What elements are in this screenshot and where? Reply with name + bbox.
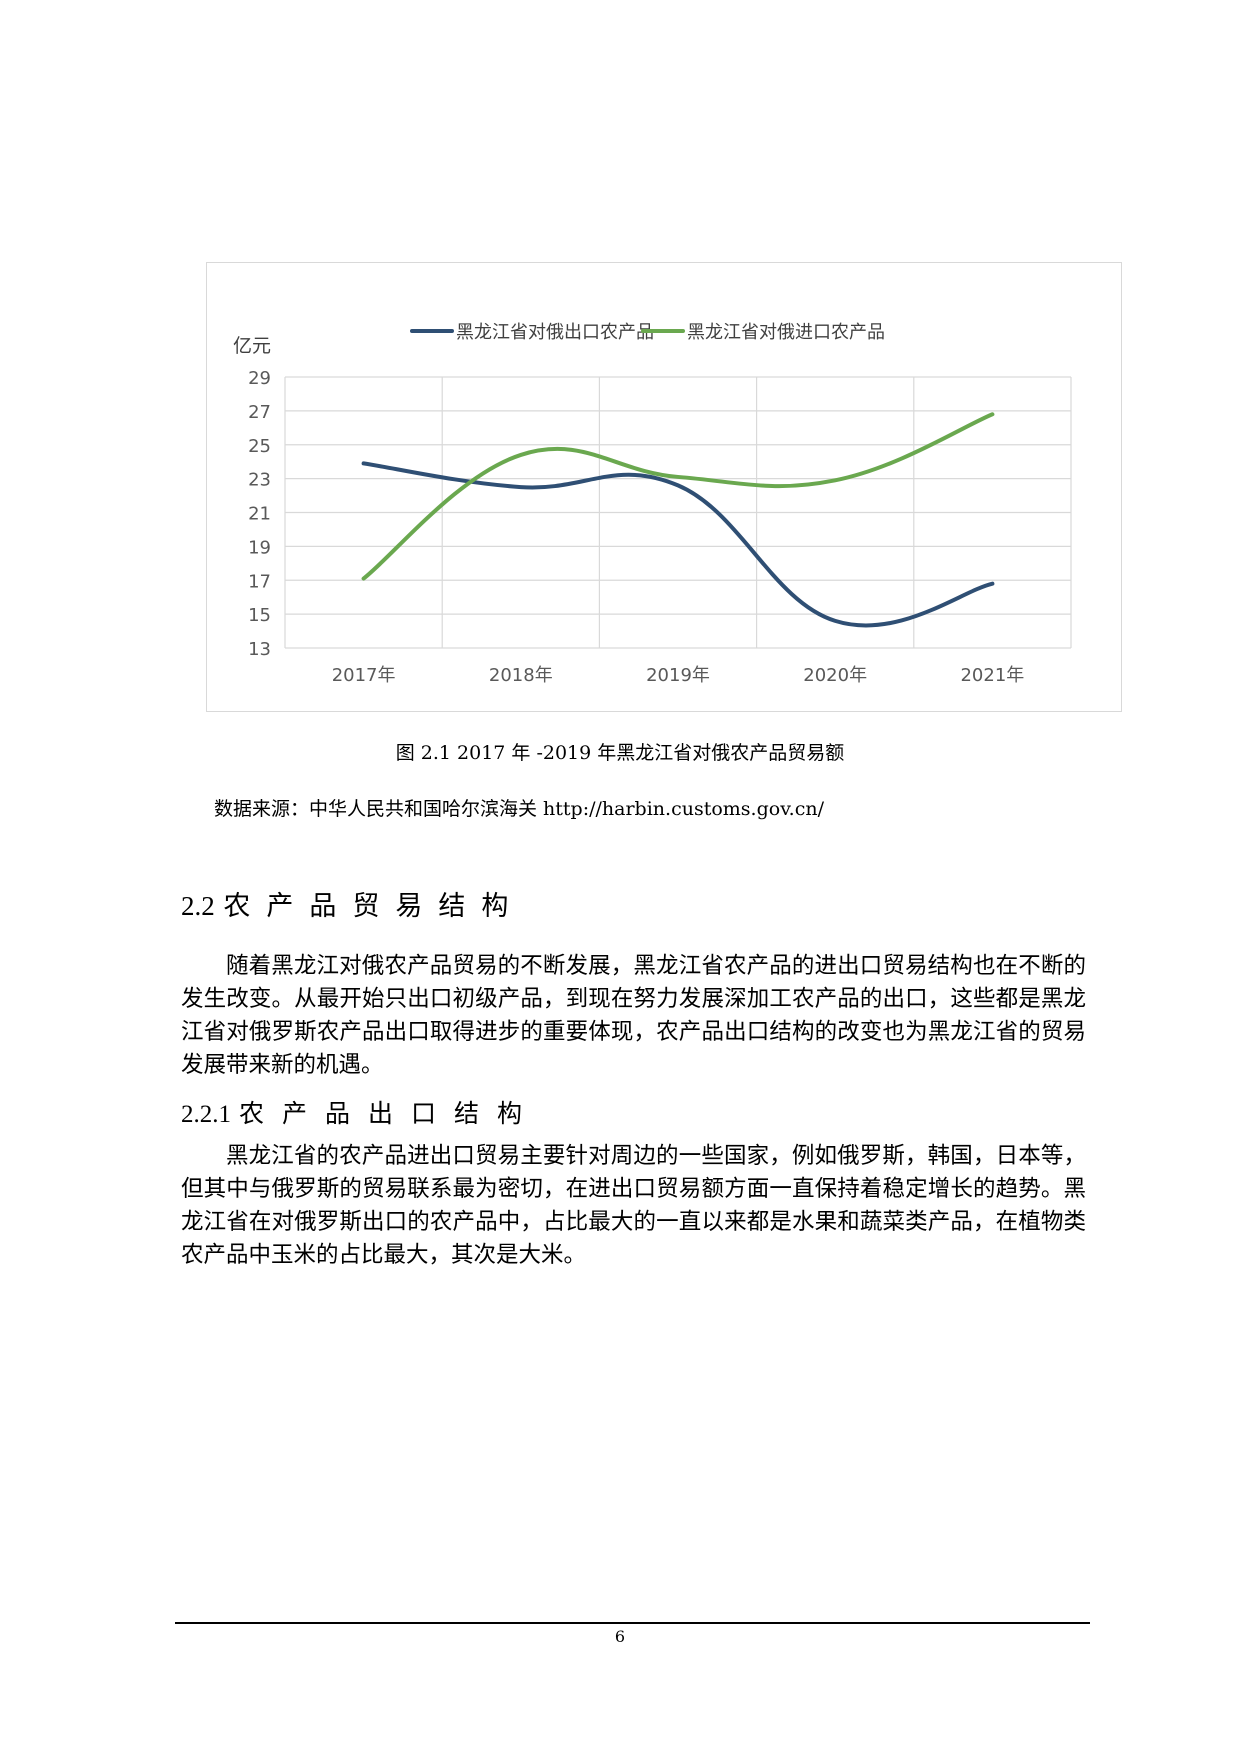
x-tick-label: 2019年 xyxy=(646,665,710,686)
y-tick-label: 15 xyxy=(248,605,271,626)
y-tick-label: 25 xyxy=(248,436,271,457)
y-axis-label: 亿元 xyxy=(233,335,271,357)
subsection-number: 2.2.1 xyxy=(181,1101,231,1128)
section-number: 2.2 xyxy=(181,891,215,921)
legend-label-1: 黑龙江省对俄出口农产品 xyxy=(456,322,654,343)
y-tick-label: 19 xyxy=(248,537,271,558)
x-tick-label: 2017年 xyxy=(332,665,396,686)
subsection-paragraph: 黑龙江省的农产品进出口贸易主要针对周边的一些国家，例如俄罗斯，韩国，日本等，但其… xyxy=(181,1143,1086,1268)
x-tick-label: 2021年 xyxy=(960,665,1024,686)
y-tick-label: 27 xyxy=(248,402,271,423)
subsection-title: 农产品出口结构 xyxy=(238,1099,540,1128)
y-tick-label: 17 xyxy=(248,571,271,592)
series-line-1 xyxy=(361,461,995,628)
y-tick-label: 29 xyxy=(248,368,271,389)
line-chart: 13 15 17 19 21 23 25 27 29 2017年 2018年 2019年 2020年 20… xyxy=(233,322,1072,686)
section-title: 农产品贸易结构 xyxy=(223,891,525,922)
x-tick-label: 2020年 xyxy=(803,665,867,686)
x-tick-label: 2018年 xyxy=(489,665,553,686)
y-tick-label: 21 xyxy=(248,504,271,525)
y-tick-label: 23 xyxy=(248,470,271,491)
section-paragraph: 随着黑龙江对俄农产品贸易的不断发展，黑龙江省农产品的进出口贸易结构也在不断的发生… xyxy=(181,953,1086,1078)
y-tick-label: 13 xyxy=(248,639,271,660)
section-heading: 2.2 农产品贸易结构 xyxy=(181,884,524,923)
legend-label-2: 黑龙江省对俄进口农产品 xyxy=(687,322,885,343)
figure-chart: 13 15 17 19 21 23 25 27 29 2017年 2018年 2019年 2020年 20… xyxy=(206,262,1122,712)
footer-rule xyxy=(175,1622,1090,1624)
subsection-heading: 2.2.1 农产品出口结构 xyxy=(181,1094,540,1130)
figure-caption: 图 2.1 2017 年 -2019 年黑龙江省对俄农产品贸易额 xyxy=(395,742,845,764)
page-number: 6 xyxy=(614,1627,626,1646)
data-source: 数据来源：中华人民共和国哈尔滨海关 http://harbin.customs.… xyxy=(214,798,824,820)
series-line-2 xyxy=(361,412,995,581)
